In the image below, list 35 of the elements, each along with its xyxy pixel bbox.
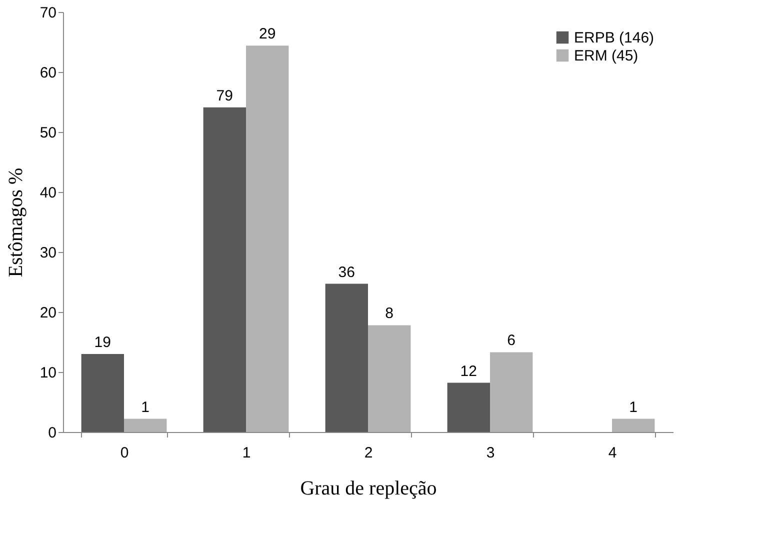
annotation: 19 [94, 334, 111, 351]
bar [124, 418, 167, 432]
bar [612, 418, 655, 432]
bar [246, 46, 289, 432]
annotation: 36 [338, 264, 355, 281]
y-tick-label: 40 [40, 184, 56, 202]
annotation: 6 [507, 332, 516, 350]
bar [447, 382, 490, 432]
x-tick-label: 1 [242, 444, 251, 462]
y-tick-label: 50 [40, 124, 56, 142]
x-tick-label: 3 [486, 444, 495, 462]
y-tick-label: 30 [40, 244, 56, 262]
y-tick-label: 70 [40, 4, 56, 22]
y-tick-label: 10 [40, 364, 56, 382]
annotation: 1 [141, 398, 150, 416]
bar [368, 325, 411, 432]
y-tick-label: 20 [40, 304, 56, 322]
bar [490, 352, 533, 432]
bar [203, 107, 246, 432]
annotation: 1 [629, 398, 638, 416]
annotation: 8 [385, 305, 394, 322]
legend-label: ERPB (146) [574, 30, 654, 46]
annotation: 12 [460, 362, 477, 380]
bar [81, 354, 124, 432]
x-axis-title: Grau de repleção [300, 478, 437, 500]
bar [325, 284, 368, 432]
y-axis-title: Estômagos % [4, 168, 27, 278]
y-tick-label: 0 [48, 424, 56, 442]
legend-label: ERM (45) [574, 48, 638, 64]
x-tick-label: 0 [120, 444, 129, 462]
x-tick-label: 2 [364, 444, 373, 462]
annotation: 29 [259, 26, 276, 43]
x-tick-label: 4 [608, 444, 617, 462]
y-tick-label: 60 [40, 64, 56, 82]
annotation: 79 [216, 87, 233, 104]
